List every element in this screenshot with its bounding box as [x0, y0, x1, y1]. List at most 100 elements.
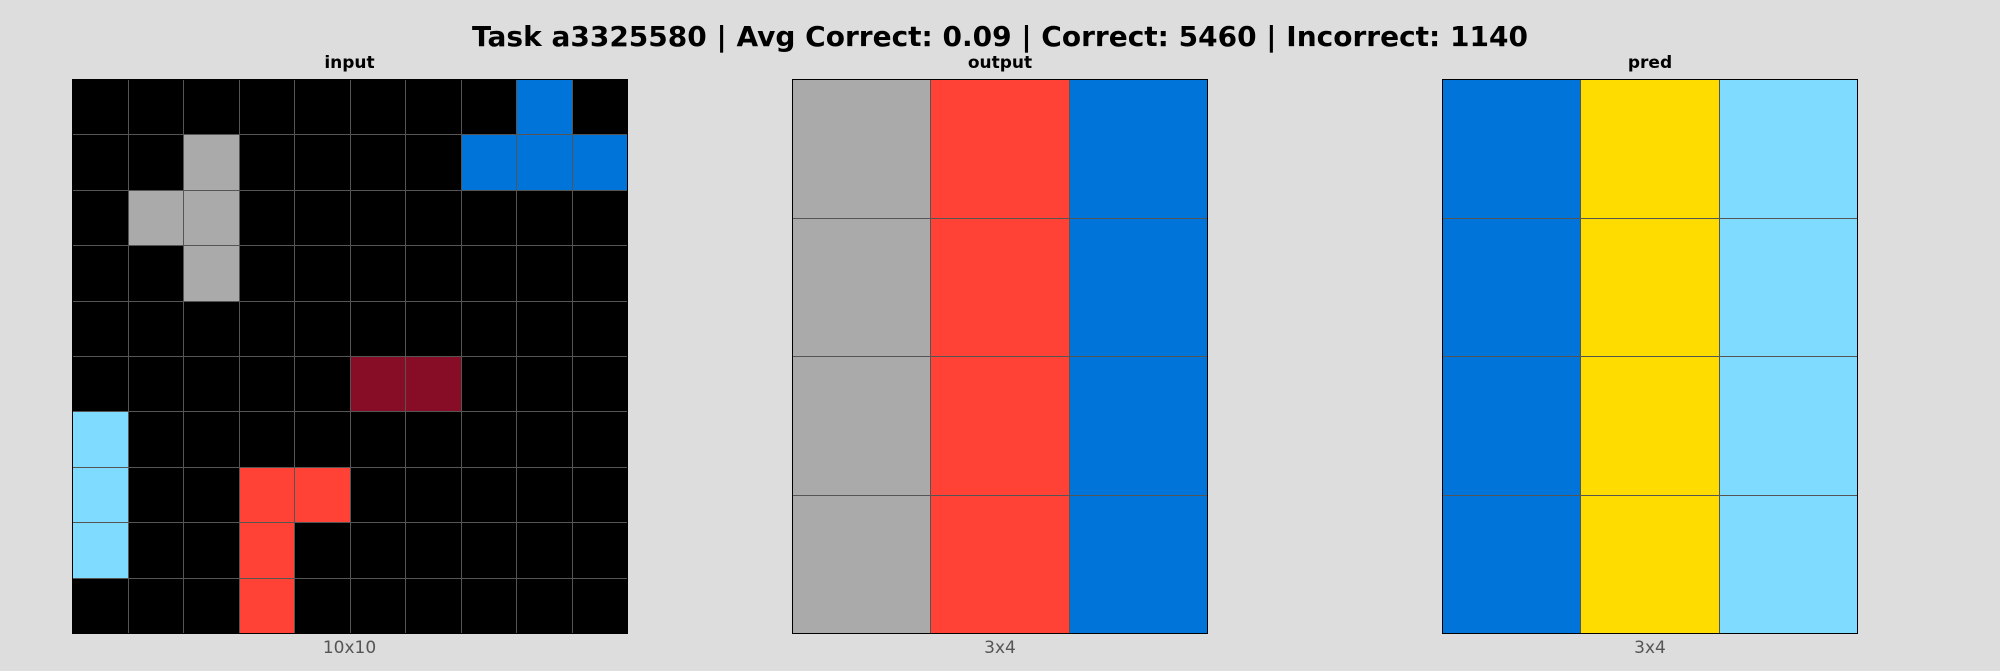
input-cell-r0-c6 [406, 80, 461, 135]
output-cell-r3-c1 [931, 495, 1069, 633]
input-cell-r1-c7 [461, 135, 516, 190]
input-cell-r5-c0 [73, 357, 128, 412]
input-cell-r6-c4 [295, 412, 350, 467]
pred-cell-r0-c2 [1719, 80, 1857, 218]
pred-cell-r0-c0 [1443, 80, 1581, 218]
pred-cell-r2-c2 [1719, 357, 1857, 495]
pred-cell-r1-c1 [1581, 218, 1719, 356]
input-cell-r9-c5 [350, 578, 405, 633]
input-cell-r8-c2 [184, 523, 239, 578]
output-cell-r1-c1 [931, 218, 1069, 356]
pred-grid [1442, 79, 1858, 634]
input-cell-r6-c2 [184, 412, 239, 467]
input-cell-r3-c1 [128, 246, 183, 301]
input-cell-r9-c2 [184, 578, 239, 633]
pred-cell-r3-c1 [1581, 495, 1719, 633]
input-cell-r0-c8 [517, 80, 572, 135]
output-cell-r0-c2 [1069, 80, 1207, 218]
input-cell-r3-c3 [239, 246, 294, 301]
input-cell-r6-c8 [517, 412, 572, 467]
input-cell-r4-c1 [128, 301, 183, 356]
input-cell-r2-c1 [128, 190, 183, 246]
input-cell-r0-c5 [350, 80, 405, 135]
input-grid [72, 79, 628, 634]
input-cell-r4-c6 [406, 301, 461, 356]
output-cell-r0-c1 [931, 80, 1069, 218]
input-cell-r2-c4 [295, 190, 350, 246]
input-cell-r6-c6 [406, 412, 461, 467]
input-cell-r3-c8 [517, 246, 572, 301]
input-cell-r5-c7 [461, 357, 516, 412]
output-cell-r2-c0 [793, 357, 931, 495]
input-cell-r6-c7 [461, 412, 516, 467]
output-cell-r2-c1 [931, 357, 1069, 495]
input-cell-r9-c3 [239, 578, 294, 633]
input-cell-r2-c3 [239, 190, 294, 246]
input-cell-r5-c3 [239, 357, 294, 412]
input-cell-r8-c3 [239, 523, 294, 578]
output-cell-r3-c0 [793, 495, 931, 633]
input-cell-r7-c2 [184, 467, 239, 523]
input-cell-r3-c2 [184, 246, 239, 301]
input-cell-r8-c8 [517, 523, 572, 578]
input-cell-r9-c0 [73, 578, 128, 633]
input-cell-r0-c4 [295, 80, 350, 135]
output-cell-r1-c2 [1069, 218, 1207, 356]
input-cell-r3-c7 [461, 246, 516, 301]
input-cell-r1-c5 [350, 135, 405, 190]
input-cell-r2-c9 [572, 190, 627, 246]
input-cell-r7-c9 [572, 467, 627, 523]
input-cell-r7-c8 [517, 467, 572, 523]
input-cell-r0-c9 [572, 80, 627, 135]
input-cell-r0-c7 [461, 80, 516, 135]
input-cell-r9-c7 [461, 578, 516, 633]
output-cell-r0-c0 [793, 80, 931, 218]
input-cell-r7-c5 [350, 467, 405, 523]
pred-cell-r1-c0 [1443, 218, 1581, 356]
input-cell-r2-c0 [73, 190, 128, 246]
pred-panel-title: pred [1627, 53, 1673, 73]
input-cell-r0-c1 [128, 80, 183, 135]
input-cell-r4-c9 [572, 301, 627, 356]
input-cell-r3-c0 [73, 246, 128, 301]
input-cell-r4-c0 [73, 301, 128, 356]
input-cell-r9-c1 [128, 578, 183, 633]
input-cell-r5-c1 [128, 357, 183, 412]
input-cell-r4-c2 [184, 301, 239, 356]
input-cell-r5-c6 [406, 357, 461, 412]
input-cell-r8-c4 [295, 523, 350, 578]
input-cell-r8-c1 [128, 523, 183, 578]
input-cell-r2-c8 [517, 190, 572, 246]
output-dims-label: 3x4 [984, 638, 1016, 658]
output-cell-r3-c2 [1069, 495, 1207, 633]
input-cell-r0-c3 [239, 80, 294, 135]
pred-cell-r3-c2 [1719, 495, 1857, 633]
input-dims-label: 10x10 [322, 638, 377, 658]
input-cell-r7-c0 [73, 467, 128, 523]
input-cell-r5-c5 [350, 357, 405, 412]
input-cell-r6-c1 [128, 412, 183, 467]
input-cell-r8-c0 [73, 523, 128, 578]
input-cell-r1-c6 [406, 135, 461, 190]
input-cell-r9-c8 [517, 578, 572, 633]
input-cell-r8-c9 [572, 523, 627, 578]
input-cell-r1-c1 [128, 135, 183, 190]
input-cell-r8-c6 [406, 523, 461, 578]
input-cell-r9-c4 [295, 578, 350, 633]
input-cell-r4-c8 [517, 301, 572, 356]
input-cell-r1-c2 [184, 135, 239, 190]
input-cell-r2-c6 [406, 190, 461, 246]
pred-cell-r3-c0 [1443, 495, 1581, 633]
input-cell-r1-c8 [517, 135, 572, 190]
pred-cell-r0-c1 [1581, 80, 1719, 218]
input-cell-r4-c3 [239, 301, 294, 356]
input-cell-r5-c8 [517, 357, 572, 412]
input-cell-r7-c1 [128, 467, 183, 523]
input-cell-r1-c9 [572, 135, 627, 190]
input-cell-r5-c9 [572, 357, 627, 412]
input-cell-r2-c2 [184, 190, 239, 246]
output-grid [792, 79, 1208, 634]
input-cell-r2-c5 [350, 190, 405, 246]
input-cell-r7-c7 [461, 467, 516, 523]
input-cell-r3-c6 [406, 246, 461, 301]
